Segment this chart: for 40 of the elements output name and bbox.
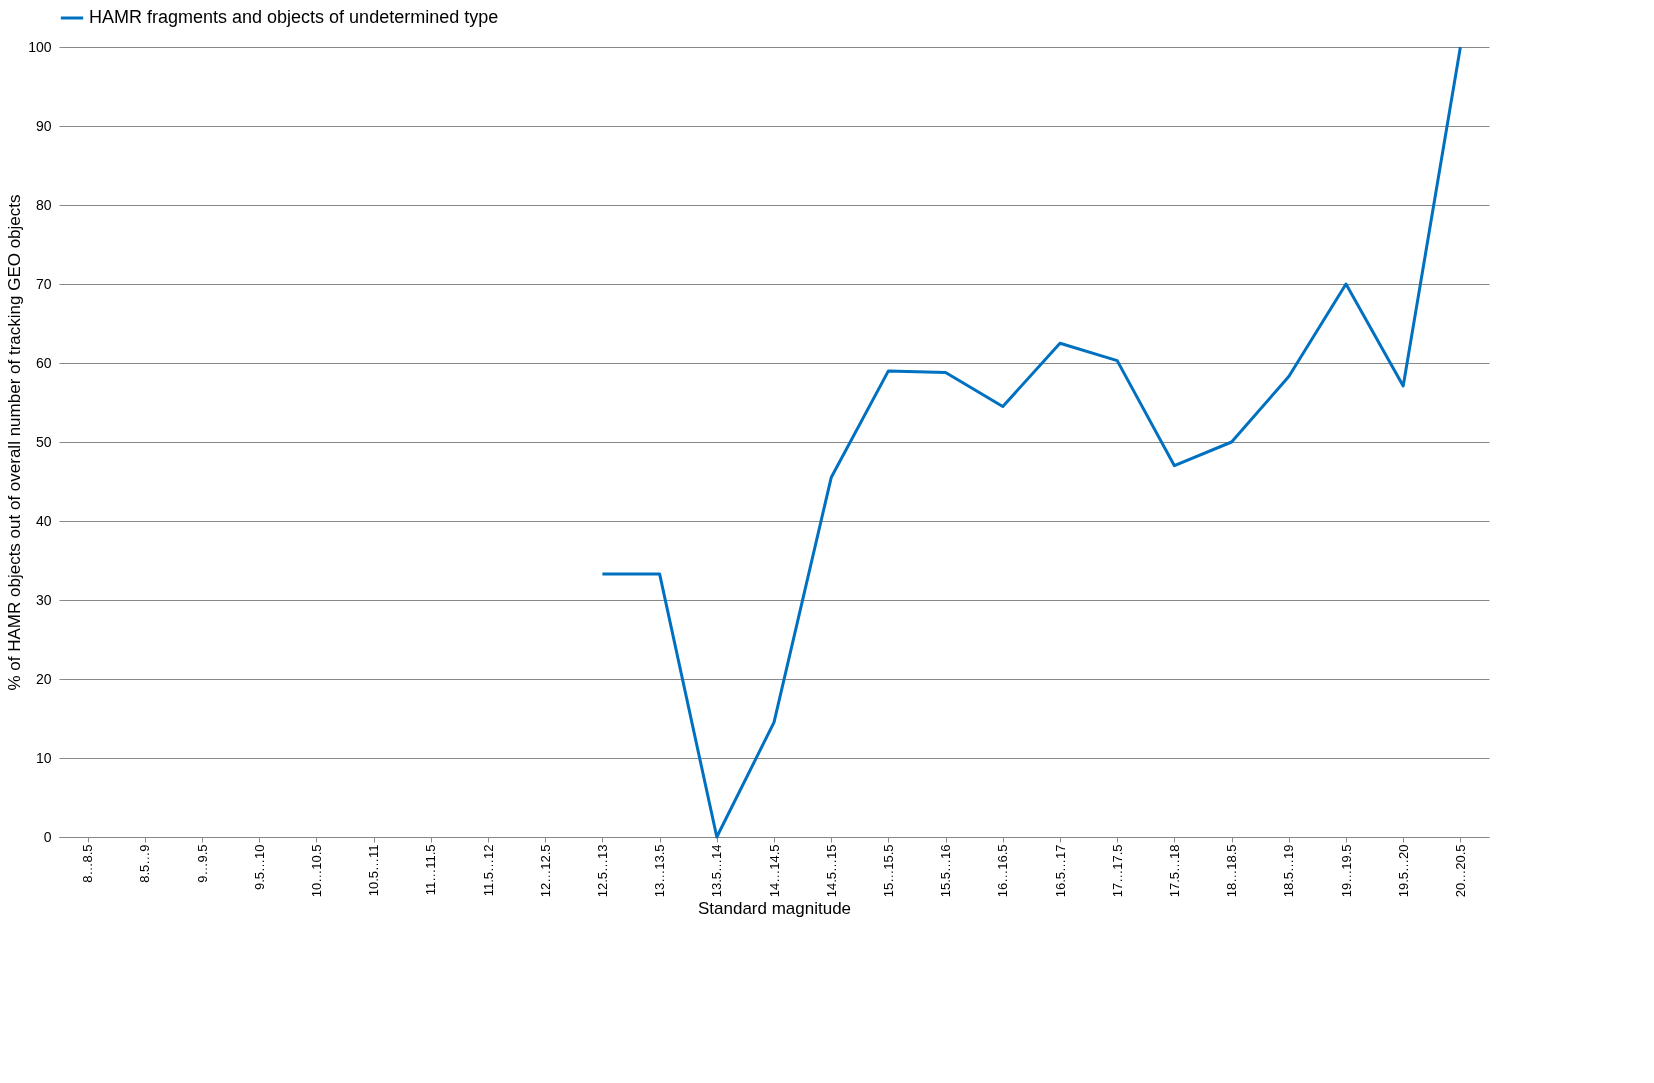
x-tick-label: 8…8.5 [80,844,96,883]
x-tick-label: 10…10.5 [308,844,324,898]
y-tick-label: 10 [35,749,52,766]
y-tick-label: 40 [35,512,52,529]
x-tick-label: 15…15.5 [880,844,896,898]
y-tick-label: 100 [28,38,52,55]
x-axis-title: Standard magnitude [697,899,852,919]
x-tick-label: 9.5…10 [251,844,267,891]
y-tick-label: 70 [35,275,52,292]
y-tick-label: 50 [35,433,52,450]
y-tick-label: 90 [35,117,52,134]
x-tick-label: 13…13.5 [652,844,668,898]
y-tick-label: 60 [35,354,52,371]
x-tick-label: 12…12.5 [537,844,553,898]
x-tick-label: 17.5…18 [1166,844,1182,898]
x-tick-label: 15.5…16 [938,844,954,898]
y-axis-title: % of HAMR objects out of overall number of tracking GEO objects [5,194,25,691]
y-tick-label: 20 [35,670,52,687]
x-tick-label: 10.5…11 [366,844,382,897]
x-tick-label: 9…9.5 [194,844,210,883]
x-tick-label: 13.5…14 [709,844,725,898]
x-tick-label: 12.5…13 [594,844,610,898]
x-tick-label: 19…19.5 [1338,844,1354,898]
x-tick-label: 18…18.5 [1224,844,1240,898]
x-tick-label: 14.5…15 [823,844,839,898]
x-tick-label: 18.5…19 [1281,844,1297,898]
y-tick-label: 0 [43,828,52,845]
line-series [600,45,1462,839]
x-tick-label: 8.5…9 [137,844,153,883]
x-tick-label: 20…20.5 [1452,844,1468,898]
y-tick-label: 80 [35,196,52,213]
x-tick-label: 11…11.5 [423,844,439,896]
legend-label: HAMR fragments and objects of undetermined type [89,7,499,27]
y-tick-label: 30 [35,591,52,608]
x-tick-label: 16.5…17 [1052,844,1068,898]
x-tick-label: 11.5…12 [480,844,496,897]
x-tick-label: 14…14.5 [766,844,782,898]
x-tick-label: 17…17.5 [1109,844,1125,898]
x-tick-label: 19.5…20 [1395,844,1411,898]
x-tick-label: 16…16.5 [995,844,1011,898]
